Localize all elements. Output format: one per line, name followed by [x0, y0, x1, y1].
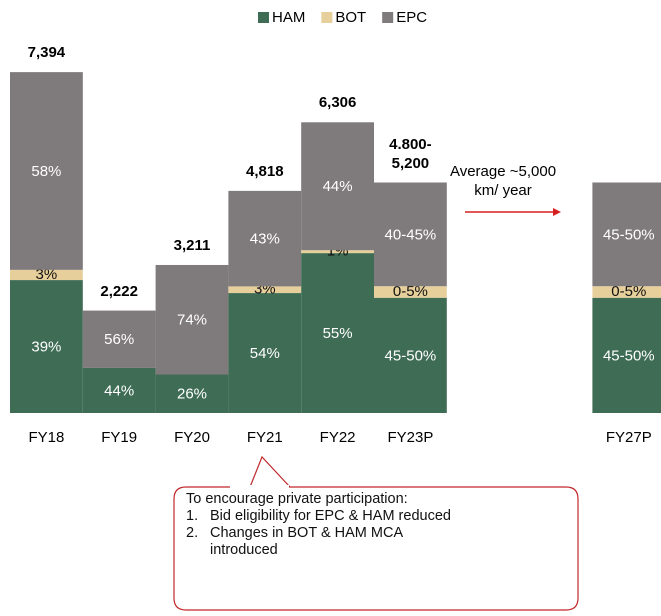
value-label: 44% — [323, 178, 353, 195]
bar-segment — [374, 297, 447, 413]
value-label: 44% — [104, 382, 134, 399]
x-tick-label: FY27P — [606, 429, 652, 446]
value-label: 45-50% — [385, 347, 437, 364]
bar-segment — [374, 182, 447, 287]
callout-box — [173, 455, 579, 611]
value-label: 56% — [104, 331, 134, 348]
item-text: Bid eligibility for EPC & HAM reduced — [210, 508, 451, 524]
legend-label: HAM — [272, 9, 305, 26]
bar-segment — [592, 286, 661, 298]
bar-segment — [82, 310, 156, 368]
bar-segment — [155, 264, 229, 375]
value-label: 55% — [323, 325, 353, 342]
legend-label: BOT — [335, 9, 366, 26]
annotation: Average ~5,000 km/ year — [449, 163, 557, 199]
bar-segment — [374, 286, 447, 298]
bar-segment — [592, 297, 661, 413]
total-label: 3,211 — [173, 236, 211, 254]
bar-segment — [301, 250, 374, 254]
bar-segment — [592, 182, 661, 287]
value-label: 45-50% — [603, 347, 655, 364]
bar-segment — [82, 367, 156, 413]
value-label: 26% — [177, 386, 207, 403]
x-tick-label: FY19 — [101, 429, 137, 446]
bar-segment — [228, 286, 302, 294]
callout: To encourage private participation: 1. Bi… — [186, 491, 576, 559]
total-label: 4,818 — [246, 162, 284, 180]
arrow-head — [553, 208, 561, 216]
value-label: 45-50% — [603, 226, 655, 243]
legend-swatch — [382, 12, 394, 23]
total-label: 7,394 — [27, 44, 66, 62]
total-label: 6,306 — [318, 94, 357, 112]
legend-swatch — [321, 12, 333, 23]
bar-segment — [301, 122, 374, 251]
x-tick-label: FY23P — [387, 429, 433, 446]
value-label: 0-5% — [393, 283, 428, 300]
bar-segment — [10, 72, 83, 270]
total-label: 2,222 — [100, 282, 138, 300]
item-number: 1. — [186, 508, 199, 524]
value-label: 0-5% — [611, 283, 646, 300]
total-label: 4.800-5,200 — [389, 135, 432, 172]
bar-segment — [155, 374, 229, 413]
legend-swatch — [258, 12, 269, 23]
bar-segment — [228, 190, 302, 287]
x-tick-label: FY21 — [247, 429, 283, 446]
bar-segment — [10, 280, 83, 413]
bar-segment — [10, 269, 83, 281]
value-label: 40-45% — [385, 226, 437, 243]
callout-item: 1. Bid eligibility for EPC & HAM reduced — [186, 508, 576, 525]
value-label: 43% — [250, 231, 280, 248]
x-tick-label: FY22 — [320, 429, 356, 446]
callout-item: 2. Changes in BOT & HAM MCA introduced — [186, 525, 576, 559]
x-tick-label: FY20 — [174, 429, 210, 446]
value-label: 74% — [177, 312, 207, 329]
callout-gap — [230, 485, 289, 489]
callout-title: To encourage private participation: — [186, 491, 408, 507]
bar-segment — [301, 253, 374, 413]
bar-segment — [228, 293, 302, 413]
legend-label: EPC — [396, 9, 427, 26]
x-tick-label: FY18 — [28, 429, 64, 446]
value-label: 54% — [250, 345, 280, 362]
item-text: Changes in BOT & HAM MCA introduced — [210, 525, 403, 558]
value-label: 58% — [31, 163, 61, 180]
value-label: 39% — [31, 339, 61, 356]
value-label: 3% — [36, 266, 58, 283]
item-number: 2. — [186, 525, 199, 541]
